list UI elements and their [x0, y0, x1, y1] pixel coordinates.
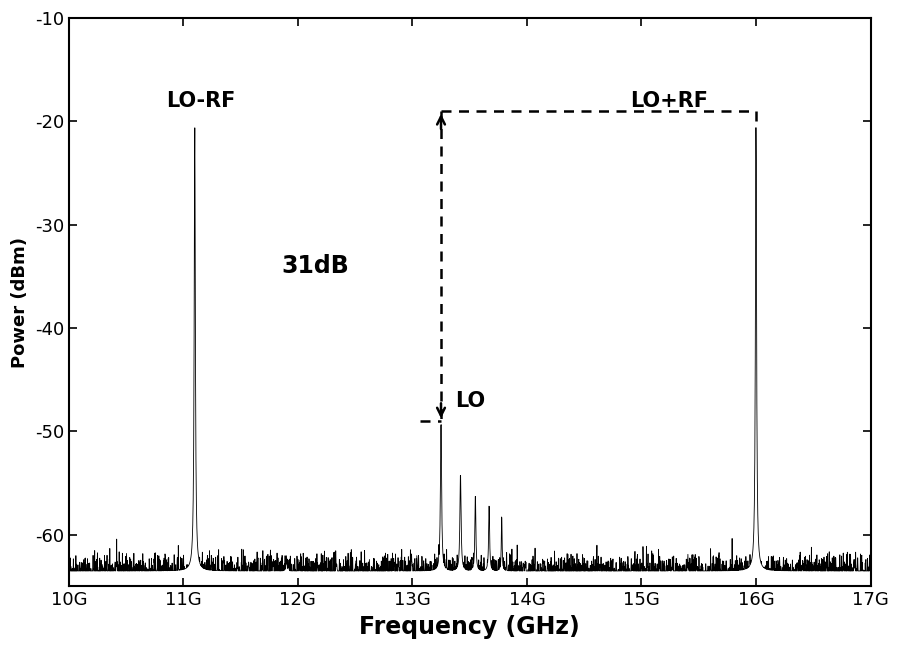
Text: LO-RF: LO-RF [166, 91, 236, 111]
Text: 31dB: 31dB [282, 254, 349, 278]
Text: LO+RF: LO+RF [630, 91, 708, 111]
Y-axis label: Power (dBm): Power (dBm) [11, 237, 29, 368]
X-axis label: Frequency (GHz): Frequency (GHz) [359, 615, 580, 639]
Text: LO: LO [454, 391, 485, 411]
